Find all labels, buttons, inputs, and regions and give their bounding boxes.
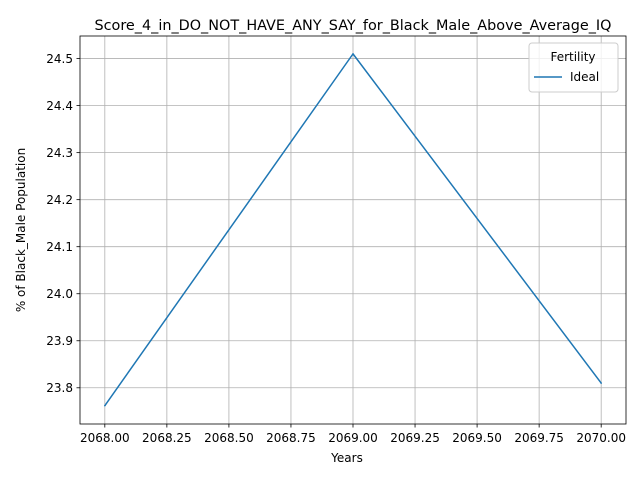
legend: Fertility Ideal — [528, 42, 619, 93]
tick-layer: 2068.00 2068.25 2068.50 2068.75 2069.00 2069.… — [46, 52, 626, 445]
y-tick-label: 24.4 — [46, 99, 73, 113]
y-tick-label: 24.2 — [46, 193, 73, 207]
x-tick-label: 2068.00 — [80, 431, 130, 445]
x-tick-label: 2069.25 — [390, 431, 440, 445]
y-axis-label: % of Black_Male Population — [14, 148, 28, 312]
x-tick-label: 2069.00 — [328, 431, 378, 445]
y-tick-label: 24.3 — [46, 146, 73, 160]
data-point — [352, 53, 354, 55]
x-tick-label: 2070.00 — [576, 431, 626, 445]
data-point — [600, 382, 602, 384]
legend-title: Fertility — [550, 50, 595, 64]
series-layer — [104, 53, 602, 407]
chart-title: Score_4_in_DO_NOT_HAVE_ANY_SAY_for_Black… — [94, 18, 611, 34]
x-axis-label: Years — [330, 451, 363, 465]
legend-box — [528, 42, 619, 93]
x-tick-label: 2068.25 — [142, 431, 192, 445]
y-tick-label: 23.9 — [46, 334, 73, 348]
y-tick-label: 23.8 — [46, 381, 73, 395]
y-tick-label: 24.1 — [46, 240, 73, 254]
x-tick-label: 2069.75 — [514, 431, 564, 445]
legend-label-ideal: Ideal — [570, 70, 599, 84]
x-tick-label: 2069.50 — [452, 431, 502, 445]
data-point — [104, 404, 106, 407]
y-tick-label: 24.0 — [46, 287, 73, 301]
x-tick-label: 2068.75 — [266, 431, 316, 445]
grid — [80, 36, 626, 424]
x-tick-label: 2068.50 — [204, 431, 254, 445]
y-tick-label: 24.5 — [46, 52, 73, 66]
